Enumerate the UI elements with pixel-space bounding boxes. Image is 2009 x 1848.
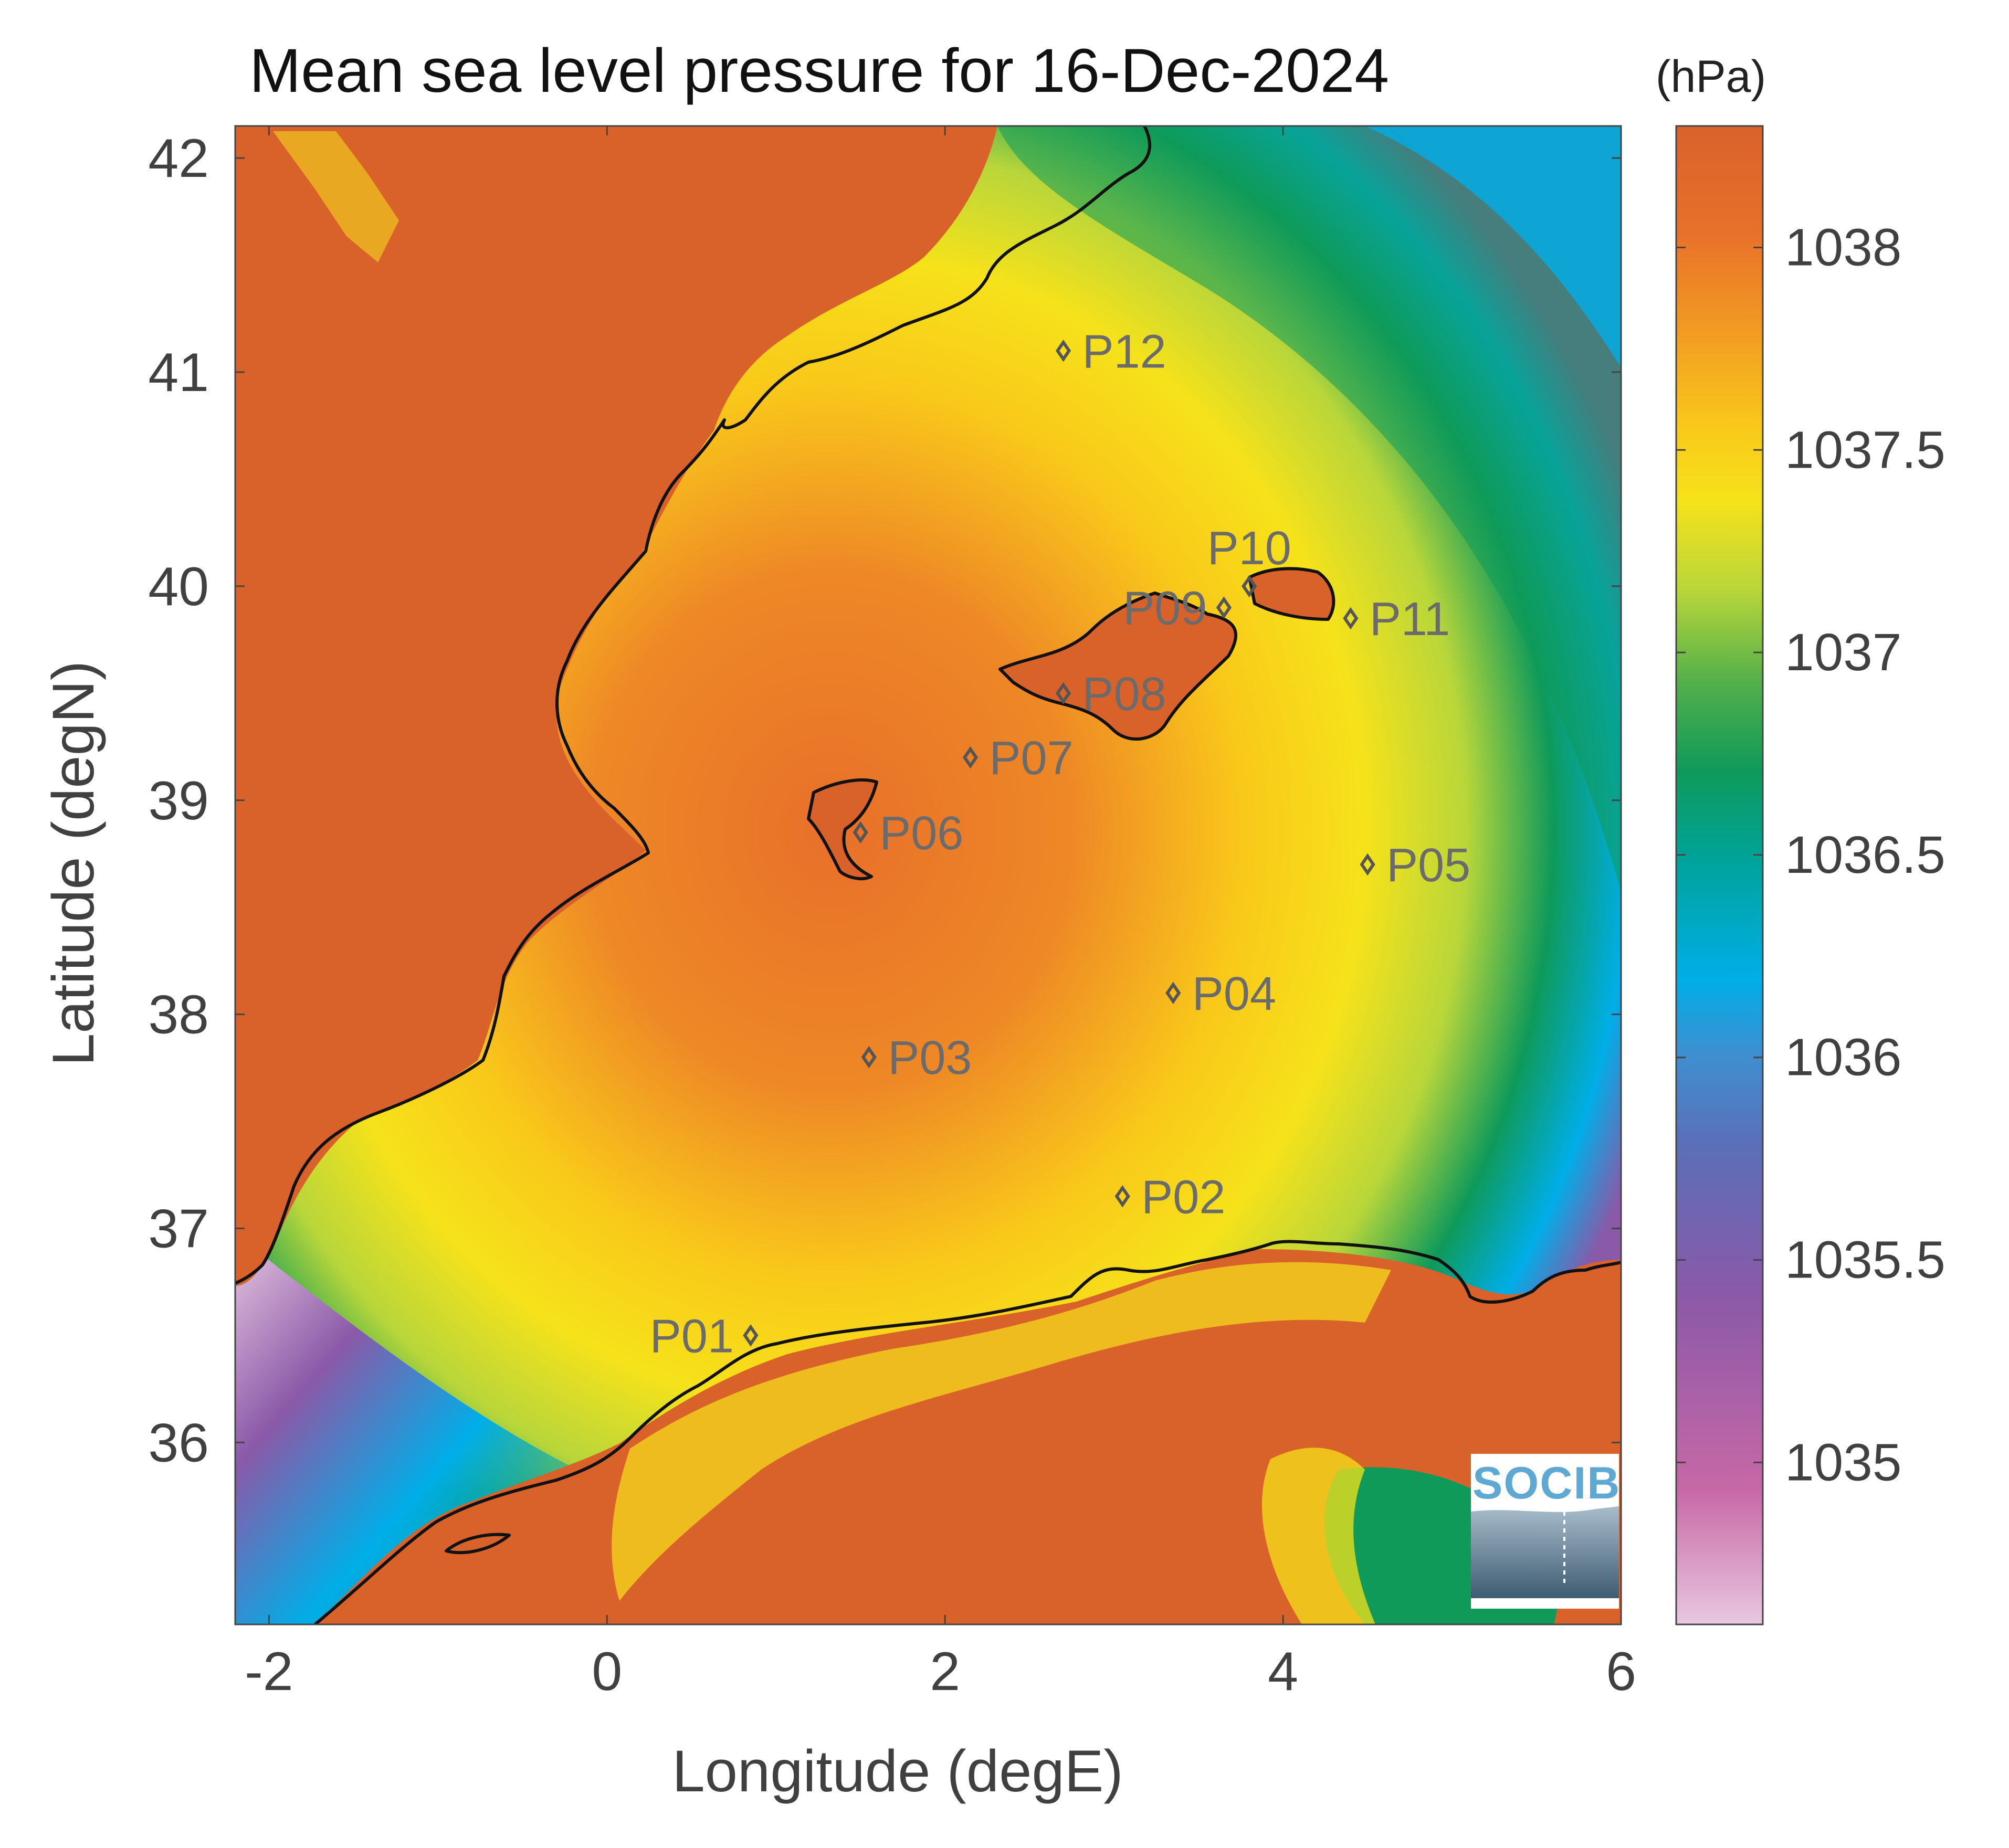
x-tick-label: 4 (1268, 1641, 1298, 1702)
africa-yellow-pocket (1261, 1448, 1375, 1624)
station-point-p04: P04 (1165, 968, 1276, 1020)
station-point-p08: P08 (1055, 668, 1166, 721)
y-tick-label: 36 (148, 1412, 209, 1473)
colorbar-tick-label: 1038 (1785, 218, 1901, 277)
station-point-p06: P06 (853, 807, 963, 860)
station-marker (1055, 682, 1071, 705)
colorbar-tick-label: 1036.5 (1785, 826, 1945, 884)
colorbar-tick-label: 1037 (1785, 623, 1901, 682)
y-tick-label: 39 (148, 770, 209, 831)
y-tick-label: 38 (148, 985, 209, 1046)
y-tick-label: 42 (148, 128, 209, 189)
alboran-coastline (445, 1533, 511, 1555)
station-point-p07: P07 (962, 732, 1074, 785)
station-point-p11: P11 (1343, 593, 1450, 646)
colorbar-tick-label: 1035 (1785, 1433, 1901, 1492)
station-marker (1216, 596, 1232, 619)
y-axis-title: Latitude (degN) (40, 661, 106, 1066)
y-tick-label: 40 (148, 556, 209, 617)
x-tick-label: 6 (1606, 1641, 1636, 1702)
pyrenees-pressure-patch (273, 131, 399, 262)
station-marker (1360, 853, 1375, 876)
ibiza-land (808, 780, 877, 879)
ibiza-coastline (807, 778, 878, 881)
x-axis: -2 0 2 4 6 (245, 126, 1636, 1702)
station-label: P08 (1082, 668, 1166, 721)
station-label: P10 (1207, 522, 1291, 575)
station-label: P01 (650, 1310, 734, 1363)
y-tick-label: 37 (148, 1198, 209, 1259)
colorbar-tick-label: 1036 (1785, 1028, 1901, 1087)
map-title: Mean sea level pressure for 16-Dec-2024 (249, 36, 1389, 105)
coastlines (235, 126, 1621, 1624)
menorca-coastline (1248, 567, 1335, 621)
y-tick-label: 41 (148, 342, 209, 403)
station-point-p05: P05 (1360, 839, 1470, 892)
x-tick-label: -2 (245, 1641, 293, 1702)
station-marker (1165, 981, 1181, 1005)
station-label: P11 (1370, 593, 1450, 646)
station-marker (1343, 607, 1359, 630)
station-label: P12 (1082, 325, 1166, 378)
pressure-field: SOCIB (235, 126, 1621, 1624)
station-point-p09: P09 (1123, 583, 1232, 635)
x-tick-label: 2 (930, 1641, 960, 1702)
menorca-land (1249, 568, 1334, 619)
station-label: P04 (1192, 968, 1276, 1020)
station-marker (743, 1324, 759, 1347)
colorbar-tick-label: 1037.5 (1785, 420, 1945, 479)
station-point-p02: P02 (1114, 1171, 1225, 1223)
station-point-p01: P01 (650, 1310, 759, 1363)
station-label: P03 (888, 1032, 972, 1084)
station-marker (853, 821, 868, 844)
station-point-p03: P03 (861, 1032, 972, 1084)
station-label: P09 (1123, 583, 1207, 635)
colorbar-ticks: 1035 1035.5 1036 1036.5 1037 1037.5 1038 (1676, 218, 1945, 1492)
colorbar: (hPa) 1035 1035.5 1036 1036.5 1037 1037.5 1038 (1656, 51, 1945, 1625)
northeast-cyan-band (1365, 126, 1621, 367)
socib-logo: SOCIB (1471, 1454, 1621, 1609)
x-axis-title: Longitude (degE) (672, 1738, 1123, 1804)
station-point-p10: P10 (1207, 522, 1291, 598)
station-label: P02 (1141, 1171, 1225, 1223)
colorbar-tick-label: 1035.5 (1785, 1231, 1945, 1290)
iberia-land (235, 126, 997, 1286)
station-point-p12: P12 (1055, 325, 1166, 378)
northeast-low-band (997, 126, 1621, 892)
colorbar-gradient (1675, 125, 1764, 1625)
station-marker (1055, 339, 1071, 362)
station-marker (1114, 1185, 1130, 1208)
station-marker (962, 746, 979, 769)
socib-logo-text: SOCIB (1472, 1458, 1621, 1508)
station-label: P06 (879, 807, 963, 860)
africa-coastline (314, 1240, 1621, 1624)
station-label: P07 (989, 732, 1073, 785)
station-marker (861, 1046, 877, 1069)
station-marker (1242, 575, 1257, 598)
iberia-coastline (235, 126, 1151, 1285)
africa-coastal-fringe (612, 1262, 1391, 1601)
x-tick-label: 0 (592, 1641, 622, 1702)
map-frame (234, 125, 1622, 1625)
y-axis: 36 37 38 39 40 41 42 (148, 128, 1621, 1473)
station-label: P05 (1386, 839, 1470, 892)
colorbar-unit: (hPa) (1656, 51, 1766, 102)
mallorca-coastline (998, 592, 1238, 741)
